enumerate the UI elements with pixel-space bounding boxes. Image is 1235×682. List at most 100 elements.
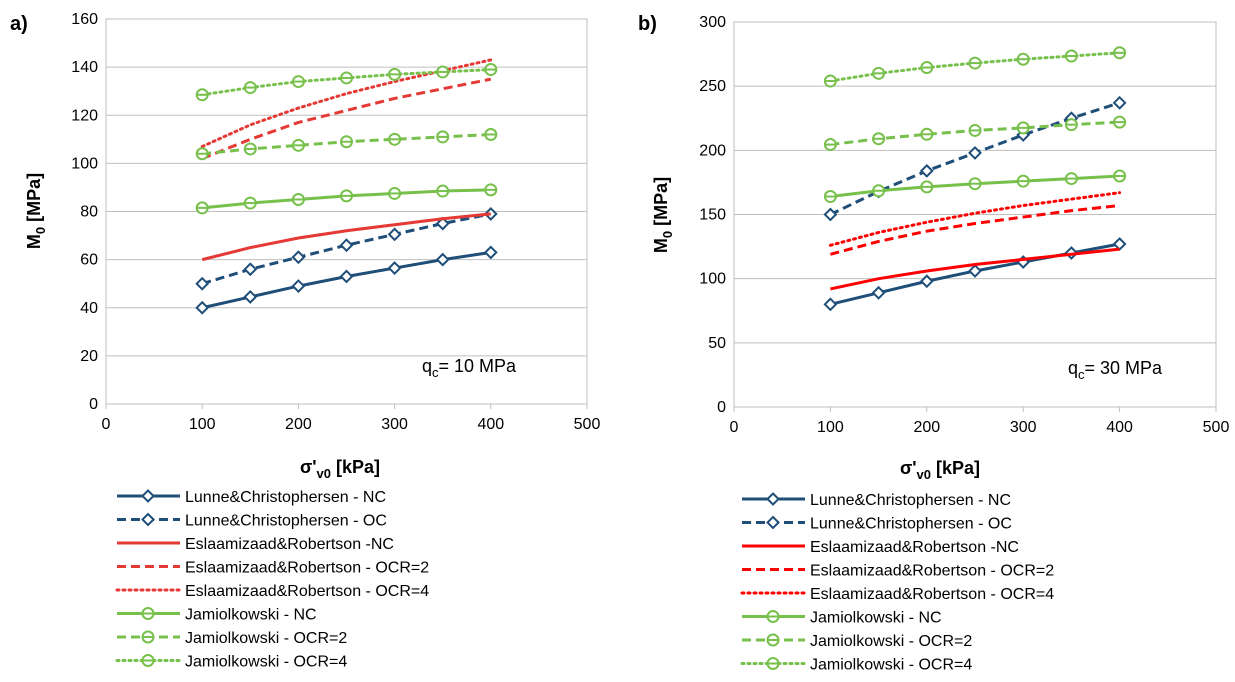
data-point: [1064, 118, 1078, 132]
legend-label: Eslaamizaad&Robertson -NC: [185, 536, 394, 553]
legend-label: Jamiolkowski - OCR=2: [185, 630, 347, 647]
x-axis-label-sub: v0: [917, 467, 931, 482]
qc-annotation-main: q: [422, 356, 432, 376]
x-tick-label: 300: [381, 416, 408, 433]
data-point: [968, 56, 982, 70]
x-axis-label-sub: v0: [317, 466, 331, 481]
legend-item: Jamiolkowski - OCR=4: [740, 657, 972, 674]
series-line: [201, 212, 491, 262]
legend-marker: [766, 657, 780, 670]
legend-label: Lunne&Christophersen - OC: [185, 513, 387, 530]
data-point: [243, 262, 258, 277]
data-point: [387, 227, 402, 242]
legend-item: Eslaamizaad&Robertson -NC: [117, 536, 394, 553]
y-tick-label: 300: [699, 14, 726, 31]
series-6: [823, 115, 1127, 152]
data-point: [388, 186, 402, 200]
data-point: [291, 250, 306, 265]
data-point: [291, 138, 305, 152]
data-point: [243, 142, 257, 156]
data-point: [484, 63, 498, 77]
y-axis-label-sub: 0: [660, 231, 675, 238]
qc-annotation-main: q: [1068, 358, 1078, 378]
data-point: [919, 274, 934, 289]
data-point: [872, 66, 886, 80]
data-point: [195, 147, 209, 161]
data-point: [388, 67, 402, 81]
series-3: [830, 204, 1120, 256]
data-point: [968, 177, 982, 191]
data-point: [872, 132, 886, 146]
data-point: [291, 279, 306, 294]
y-axis-label-unit: [MPa]: [651, 177, 671, 231]
y-axis-label-main: M: [24, 234, 44, 249]
series-group: [195, 58, 498, 315]
legend-label: Jamiolkowski - OCR=4: [810, 657, 972, 674]
series-0: [195, 245, 498, 315]
y-axis: 0 50 100 150 200 250 300: [699, 14, 1216, 416]
x-axis-label-main: σ': [900, 458, 917, 478]
x-tick-label: 100: [189, 416, 216, 433]
panel-label: a): [10, 13, 28, 35]
y-axis-label-sub: 0: [33, 227, 48, 234]
y-tick-label: 80: [80, 204, 98, 221]
legend-item: Jamiolkowski - OCR=2: [117, 630, 347, 647]
data-point: [195, 276, 210, 291]
legend-marker: [141, 607, 155, 620]
data-point: [484, 183, 498, 197]
legend-item: Lunne&Christophersen - OC: [117, 513, 387, 530]
y-tick-label: 40: [80, 300, 98, 317]
legend-marker: [141, 512, 155, 527]
data-point: [339, 238, 354, 253]
data-point: [823, 297, 838, 312]
series-line: [828, 191, 1122, 247]
legend-item: Jamiolkowski - NC: [742, 610, 942, 627]
y-tick-label: 50: [708, 335, 726, 352]
legend-label: Jamiolkowski - NC: [185, 607, 317, 624]
x-tick-label: 500: [574, 416, 601, 433]
data-point: [920, 61, 934, 75]
y-tick-label: 100: [699, 271, 726, 288]
x-tick-label: 200: [285, 416, 312, 433]
y-axis-label: M0 [MPa]: [24, 173, 48, 249]
data-point: [920, 127, 934, 141]
data-point: [340, 71, 353, 85]
legend-item: Lunne&Christophersen - OC: [742, 516, 1012, 533]
data-point: [1113, 169, 1127, 183]
series-5: [195, 183, 498, 215]
data-point: [823, 190, 837, 204]
y-tick-label: 160: [71, 11, 98, 28]
x-axis: 0 100 200 300 400 500: [102, 404, 601, 433]
legend-item: Lunne&Christophersen - NC: [742, 492, 1011, 509]
legend-marker: [766, 610, 780, 623]
legend-item: Jamiolkowski - OCR=4: [115, 654, 347, 671]
series-line: [830, 204, 1120, 256]
x-tick-label: 400: [1106, 419, 1133, 436]
y-axis-label-unit: [MPa]: [24, 173, 44, 227]
qc-annotation: qc= 10 MPa: [422, 356, 517, 380]
legend-label: Lunne&Christophersen - NC: [185, 489, 386, 506]
data-point: [243, 196, 257, 210]
data-point: [435, 252, 450, 267]
x-tick-label: 300: [1010, 419, 1037, 436]
data-point: [1112, 237, 1127, 251]
y-tick-label: 250: [699, 78, 726, 95]
data-point: [1113, 115, 1127, 129]
y-tick-label: 200: [699, 142, 726, 159]
legend-item: Jamiolkowski - NC: [117, 607, 317, 624]
data-point: [243, 81, 257, 95]
data-point: [435, 216, 450, 231]
data-point: [243, 290, 258, 304]
data-point: [387, 261, 402, 275]
data-point: [968, 264, 982, 278]
y-tick-label: 140: [71, 59, 98, 76]
data-point: [1016, 121, 1030, 135]
series-1: [195, 206, 498, 291]
data-point: [195, 201, 209, 215]
data-point: [195, 88, 209, 102]
data-point: [1112, 95, 1127, 110]
series-2: [830, 247, 1120, 291]
y-axis: 0 20 40 60 80 100 120 140 160: [71, 11, 587, 413]
legend-marker: [141, 630, 155, 644]
data-point: [483, 245, 498, 260]
